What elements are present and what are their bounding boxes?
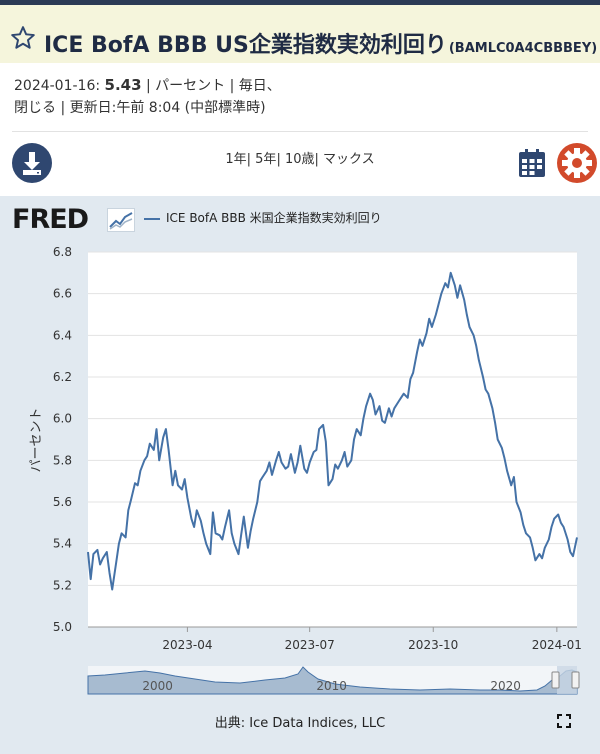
plot-area — [88, 252, 577, 627]
y-axis-label: パーセント — [29, 407, 44, 472]
y-tick-label: 6.4 — [53, 328, 72, 342]
y-tick-label: 5.2 — [53, 578, 72, 592]
divider — [12, 131, 588, 132]
gear-icon[interactable] — [557, 143, 597, 183]
y-tick-label: 6.6 — [53, 287, 72, 301]
range-1y[interactable]: 1年 — [225, 152, 247, 167]
top-bar — [0, 0, 600, 5]
page-title: ICE BofA BBB US企業指数実効利回り (BAMLC0A4CBBBEY) — [44, 27, 597, 59]
series-line[interactable] — [87, 271, 578, 591]
navigator-right-handle[interactable] — [571, 671, 580, 689]
y-tick-label: 5.0 — [53, 620, 72, 634]
series-title: ICE BofA BBB US企業指数実効利回り — [44, 33, 447, 58]
calendar-icon[interactable] — [519, 149, 545, 177]
mini-chart-icon — [107, 208, 135, 232]
x-tick-label: 2023-07 — [285, 638, 335, 652]
meta-line-1: 2024-01-16: 5.43 | パーセント | 毎日、 — [14, 76, 281, 94]
legend-label: ICE BofA BBB 米国企業指数実効利回り — [166, 211, 382, 225]
y-tick-label: 5.6 — [53, 495, 72, 509]
source-credit: 出典: Ice Data Indices, LLC — [214, 716, 386, 731]
chart-legend[interactable]: ICE BofA BBB 米国企業指数実効利回り — [144, 209, 382, 226]
series-id: (BAMLC0A4CBBBEY) — [448, 41, 598, 56]
units-link[interactable]: パーセント — [155, 78, 226, 94]
y-tick-label: 6.2 — [53, 370, 72, 384]
observation-value: 5.43 — [104, 76, 142, 94]
series-meta: 2024-01-16: 5.43 | パーセント | 毎日、 閉じる | 更新日… — [14, 74, 584, 119]
observation-date: 2024-01-16: — [14, 78, 101, 94]
range-selector: 1年| 5年| 10歳| マックス — [225, 152, 375, 167]
navigator-left-handle[interactable] — [551, 671, 560, 689]
frequency-text: 毎日、 — [238, 78, 281, 94]
x-tick-label: 2023-04 — [162, 638, 212, 652]
navigator-tick-label: 2010 — [316, 679, 347, 693]
navigator-tick-label: 2000 — [142, 679, 173, 693]
legend-swatch — [144, 217, 160, 220]
download-icon — [23, 152, 41, 175]
download-button[interactable] — [12, 143, 52, 183]
y-tick-label: 6.0 — [53, 412, 72, 426]
y-tick-label: 5.8 — [53, 453, 72, 467]
range-max[interactable]: マックス — [323, 152, 375, 167]
fred-logo: FRED — [12, 204, 89, 235]
y-tick-label: 5.4 — [53, 537, 72, 551]
y-tick-label: 6.8 — [53, 245, 72, 259]
star-icon[interactable] — [10, 25, 36, 51]
range-5y[interactable]: 5年 — [255, 152, 277, 167]
fullscreen-icon[interactable] — [557, 714, 571, 728]
meta-line-2: 閉じる | 更新日:午前 8:04 (中部標準時) — [14, 100, 266, 116]
x-tick-label: 2024-01 — [532, 638, 582, 652]
series-header: ICE BofA BBB US企業指数実効利回り (BAMLC0A4CBBBEY) — [0, 5, 600, 63]
range-10y[interactable]: 10歳 — [284, 152, 315, 167]
x-tick-label: 2023-10 — [408, 638, 458, 652]
navigator-tick-label: 2020 — [490, 679, 521, 693]
